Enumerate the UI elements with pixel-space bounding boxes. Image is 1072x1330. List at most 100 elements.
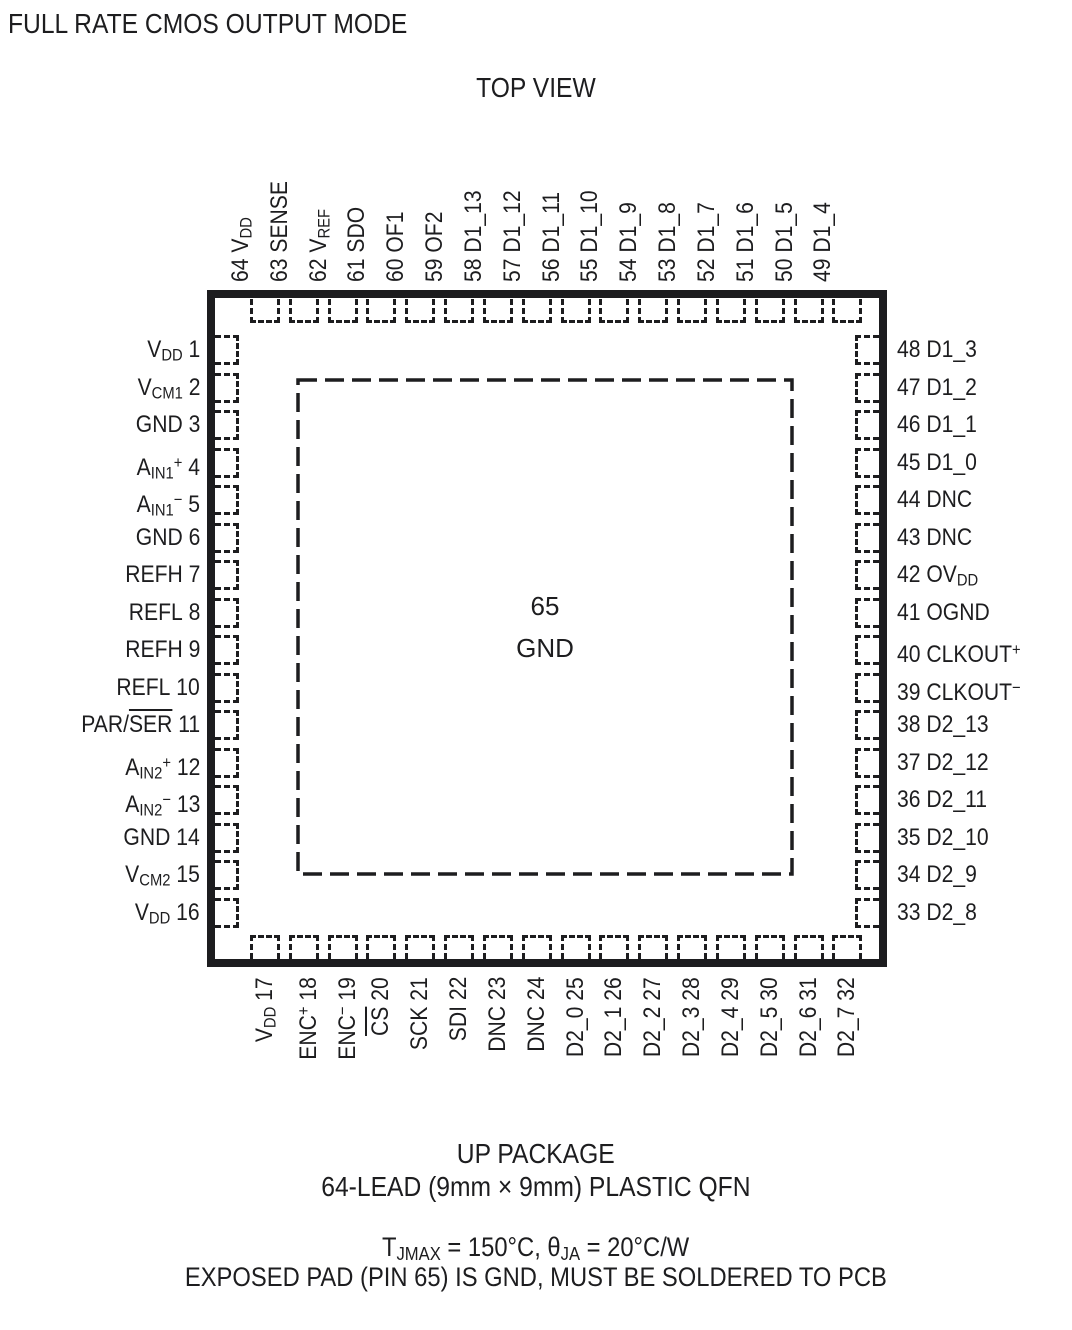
pin-pad [855,822,879,853]
pin-label-text: 37 D2_12 [897,748,989,776]
pin-label: REFL 8 [30,598,200,626]
pin-label-text: D2_6 31 [794,977,822,1057]
pin-label: 50 D1_5 [770,132,798,282]
pin-label-text: 54 D1_9 [615,202,643,282]
pin-label-text: 49 D1_4 [809,202,837,282]
pin-label: 33 D2_8 [897,900,1072,925]
pin-label-text: DNC 23 [483,977,511,1053]
pin-label-text: 46 D1_1 [897,411,977,438]
pin-label: SDI 22 [445,977,473,1127]
pin-pad [215,597,239,628]
pin-label: DNC 23 [483,977,511,1127]
pin-label: 42 OVDD [897,563,1072,590]
pin-pad [215,747,239,778]
pin-pad [215,447,239,478]
pin-pad [215,635,239,665]
pin-pad [855,522,879,553]
pin-label-text: 39 CLKOUT− [897,677,1021,706]
pin-pad [215,672,239,703]
pin-pad [405,935,436,959]
pin-label-text: 48 D1_3 [897,336,977,363]
pin-label: 61 SDO [343,132,371,282]
pin-label-text: 62 VREF [304,209,334,282]
pin-label-text: 61 SDO [343,206,371,282]
pin-pad [215,372,239,403]
pin-label-text: AIN1+ 4 [136,452,200,483]
pin-label-text: SDI 22 [445,977,473,1042]
pin-pad [560,935,591,959]
pin-pad [288,935,319,959]
pin-pad [754,935,785,959]
pin-label: 39 CLKOUT− [897,676,1072,705]
pin-label: D2_6 31 [794,977,822,1127]
pin-label: DNC 24 [522,977,550,1127]
pin-label-text: VCM1 2 [137,373,200,403]
pin-label: 44 DNC [897,488,1072,512]
pin-label: AIN2+ 12 [30,751,200,783]
pin-label-text: GND 3 [135,411,200,438]
pin-label: SCK 21 [406,977,434,1127]
pin-label: VDD 1 [30,338,200,365]
pin-label: VDD 17 [251,977,280,1127]
pin-pad [215,522,239,553]
pin-label: 64 VDD [227,132,256,282]
pin-pad [366,299,397,323]
pin-label: 57 D1_12 [499,132,526,282]
pin-label-text: REFL 8 [128,598,200,626]
pin-label-text: CS 20 [367,977,395,1036]
pin-label: PAR/SER 11 [30,713,200,737]
pin-label-text: 50 D1_5 [770,202,798,282]
pin-label: 38 D2_13 [897,713,1072,737]
pin-label-text: 42 OVDD [897,561,979,590]
pin-label: VDD 16 [30,900,200,927]
pin-label-text: 44 DNC [897,486,973,513]
pin-label-text: AIN2+ 12 [124,752,200,783]
pin-label-text: D2_7 32 [833,977,861,1057]
pin-label: GND 14 [30,825,200,850]
pin-label-text: 53 D1_8 [654,202,682,282]
solder-note: EXPOSED PAD (PIN 65) IS GND, MUST BE SOL… [185,1262,887,1292]
pin-label: GND 3 [30,413,200,437]
pin-pad [715,299,746,323]
pin-label: 41 OGND [897,600,1072,625]
pin-label-text: 34 D2_9 [897,861,977,888]
pin-label: 52 D1_7 [693,132,720,282]
pin-label-text: ENC− 19 [332,977,361,1060]
pin-pad [677,935,708,959]
pin-label: 35 D2_10 [897,825,1072,850]
pin-pad [599,299,630,323]
pin-label: AIN1+ 4 [30,451,200,483]
pin-label: 48 D1_3 [897,338,1072,362]
pin-label: 53 D1_8 [654,132,682,282]
pin-label-text: D2_4 29 [716,977,744,1057]
pin-label-text: 55 D1_10 [576,190,604,282]
pin-pad [366,935,397,959]
pin-label-text: 58 D1_13 [459,190,487,282]
pin-label: VCM2 15 [30,863,200,890]
pin-label: REFH 9 [30,638,200,662]
pin-label-text: DNC 24 [522,977,550,1053]
pin-pad [444,299,475,323]
package-outline [207,290,887,967]
pin-pad [832,935,863,959]
pin-pad [855,747,879,778]
pin-label-text: D2_1 26 [600,977,628,1057]
pin-label: ENC− 19 [331,977,361,1127]
pin-label: D2_5 30 [756,977,783,1127]
package-name: UP PACKAGE [457,1138,615,1169]
pin-label: 60 OF1 [382,132,409,282]
package-description: 64-LEAD (9mm × 9mm) PLASTIC QFN [321,1171,751,1202]
pin-label-text: VDD 17 [251,977,280,1042]
pin-pad [215,410,239,440]
pin-pad [560,299,591,323]
pin-pad [215,897,239,928]
pin-label: 37 D2_12 [897,748,1072,776]
pin-pad [215,860,239,890]
pin-label: D2_7 32 [833,977,861,1127]
pin-pad [250,299,280,323]
pin-label: 62 VREF [305,132,334,282]
pin-label-text: 40 CLKOUT+ [897,640,1021,669]
pin-label-text: REFH 9 [124,636,200,663]
pin-label-text: SCK 21 [406,977,434,1050]
pin-pad [832,299,863,323]
